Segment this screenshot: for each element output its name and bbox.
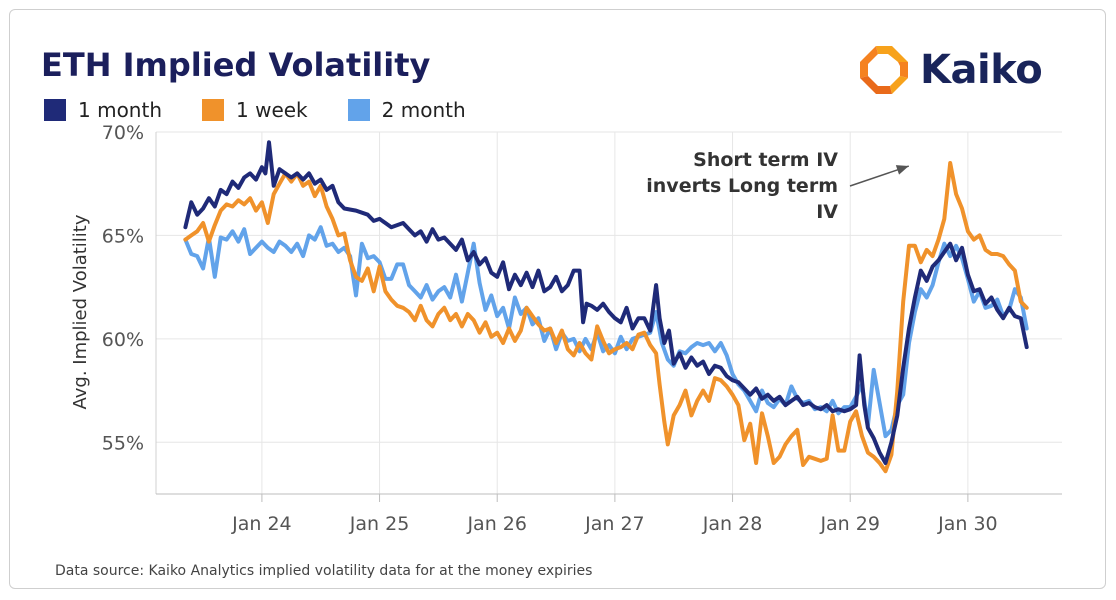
legend-swatch-1-month <box>44 99 66 121</box>
x-tick-label: Jan 28 <box>702 513 763 535</box>
legend-item-1-month[interactable]: 1 month <box>44 98 162 122</box>
annotation-line: inverts Long term <box>646 175 838 197</box>
x-tick-label: Jan 26 <box>466 513 527 535</box>
x-tick-label: Jan 30 <box>937 513 998 535</box>
legend-swatch-2-month <box>347 99 370 121</box>
kaiko-logo-text: Kaiko <box>920 47 1043 93</box>
legend-swatch-1-week <box>202 99 224 121</box>
series-lines <box>183 140 1029 474</box>
x-tick-label: Jan 27 <box>584 513 645 535</box>
annotation: Short term IV inverts Long term IV <box>646 149 910 223</box>
annotation-line: Short term IV <box>693 149 838 171</box>
series-line-1-month <box>183 140 1029 465</box>
x-tick-label: Jan 25 <box>349 513 410 535</box>
annotation-line: IV <box>816 201 838 223</box>
data-source-note: Data source: Kaiko Analytics implied vol… <box>55 563 593 579</box>
kaiko-logo-icon <box>860 46 908 94</box>
annotation-arrowhead <box>895 165 909 175</box>
legend-label-2-month: 2 month <box>381 98 466 122</box>
y-tick-label: 55% <box>102 432 144 454</box>
y-tick-label: 60% <box>102 329 144 351</box>
axes: 55% 60% 65% 70% Jan 24 Jan 25 Jan 26 Jan 27 Jan … <box>102 122 1062 535</box>
legend-item-1-week[interactable]: 1 week <box>202 98 308 122</box>
chart-title: ETH Implied Volatility <box>41 46 431 84</box>
series-line-1-week <box>183 161 1029 474</box>
legend-item-2-month[interactable]: 2 month <box>347 98 466 122</box>
legend-label-1-month: 1 month <box>78 98 162 122</box>
legend-label-1-week: 1 week <box>236 98 308 122</box>
y-axis-label: Avg. Implied Volatility <box>70 214 91 409</box>
legend: 1 month 1 week 2 month <box>44 98 506 122</box>
kaiko-logo: Kaiko <box>858 44 1043 96</box>
x-tick-label: Jan 29 <box>819 513 880 535</box>
chart-card <box>9 9 1106 589</box>
x-tick-label: Jan 24 <box>231 513 292 535</box>
y-tick-label: 65% <box>102 225 144 247</box>
y-tick-label: 70% <box>102 122 144 144</box>
